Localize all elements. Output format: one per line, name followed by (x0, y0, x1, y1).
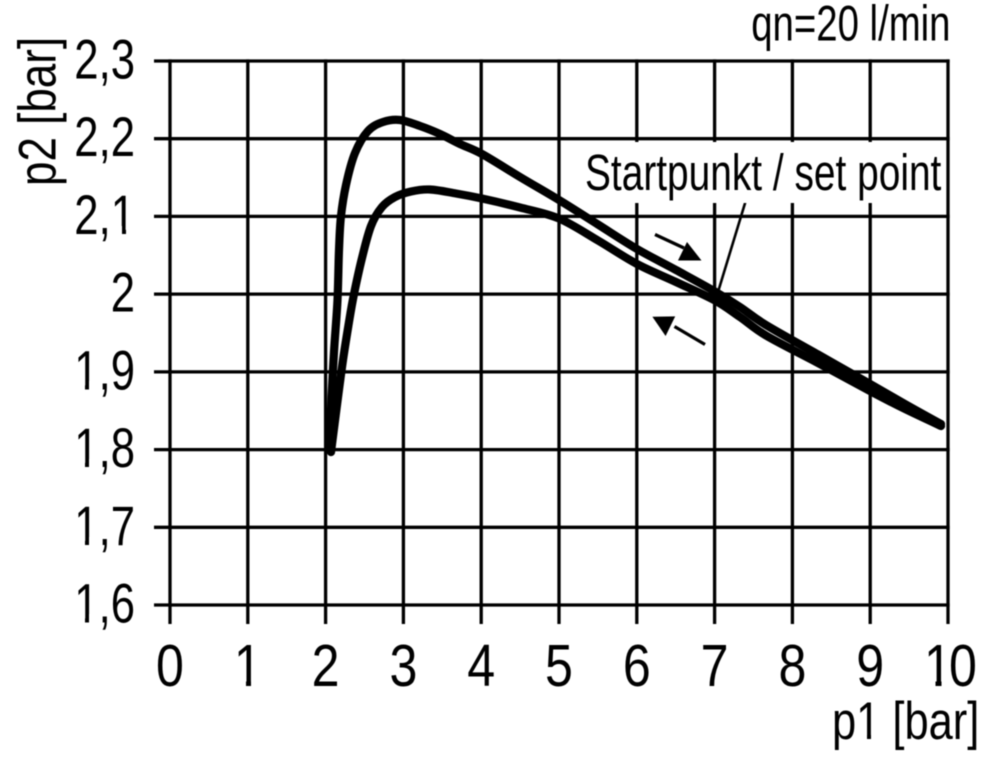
svg-text:1: 1 (234, 632, 262, 699)
svg-text:1: 1 (924, 632, 952, 699)
svg-text:6: 6 (623, 632, 651, 699)
svg-text:0: 0 (156, 632, 184, 699)
svg-text:1,9: 1,9 (74, 339, 135, 401)
svg-text:2: 2 (312, 632, 340, 699)
svg-text:qn=20 l/min: qn=20 l/min (751, 0, 950, 52)
svg-text:2: 2 (111, 261, 135, 323)
svg-text:1,7: 1,7 (74, 495, 135, 557)
svg-text:5: 5 (545, 632, 573, 699)
svg-text:p2 [bar]: p2 [bar] (9, 37, 68, 186)
svg-text:9: 9 (856, 632, 884, 699)
svg-text:2,3: 2,3 (74, 28, 135, 90)
svg-text:2,1: 2,1 (74, 184, 135, 246)
svg-text:3: 3 (389, 632, 417, 699)
svg-text:Startpunkt / set point: Startpunkt / set point (585, 144, 942, 201)
svg-text:8: 8 (778, 632, 806, 699)
svg-text:p1 [bar]: p1 [bar] (832, 692, 979, 751)
svg-text:0: 0 (949, 632, 977, 699)
svg-text:4: 4 (467, 632, 495, 699)
svg-text:1,6: 1,6 (74, 572, 135, 634)
svg-text:7: 7 (701, 632, 729, 699)
svg-text:2,2: 2,2 (74, 106, 135, 168)
svg-text:1,8: 1,8 (74, 417, 135, 479)
